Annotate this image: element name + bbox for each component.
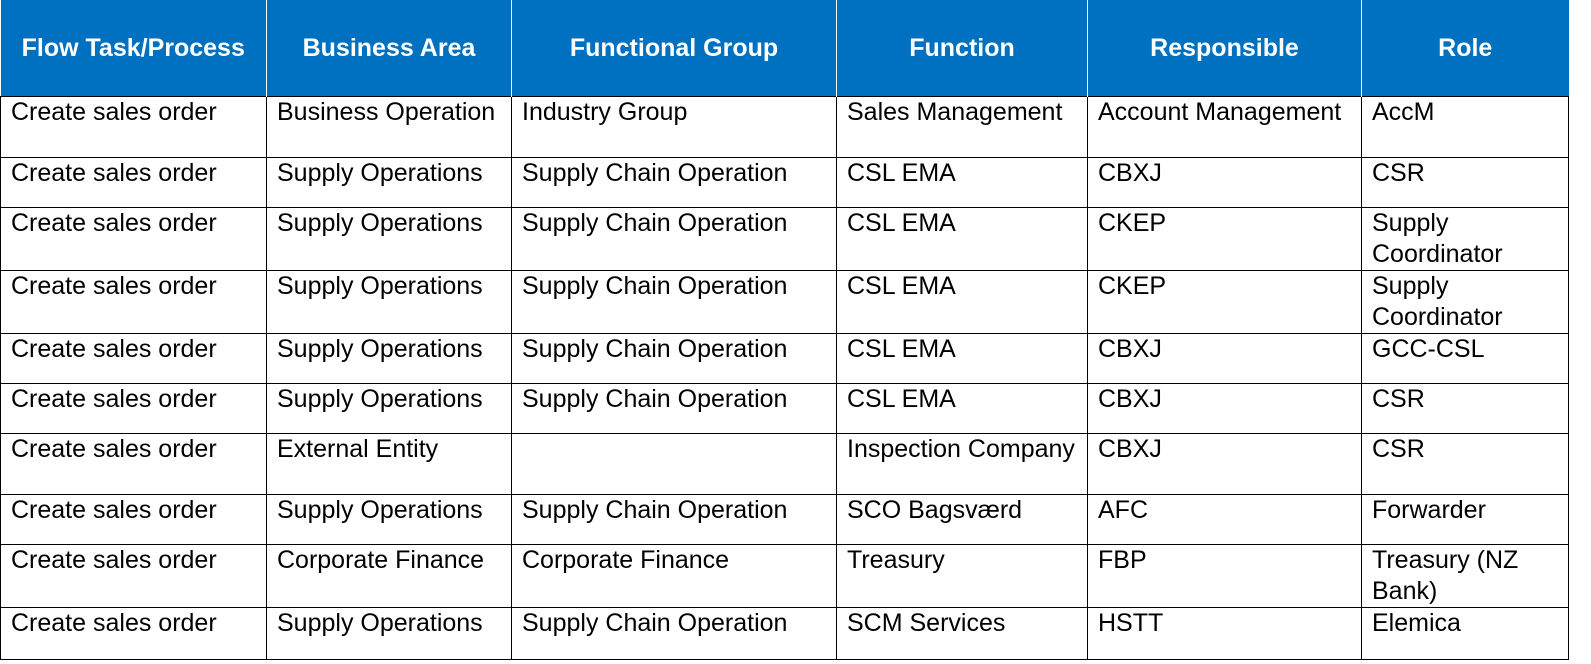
cell-functional-group: Supply Chain Operation: [511, 207, 837, 271]
header-business-area: Business Area: [266, 0, 512, 97]
cell-function: CSL EMA: [836, 270, 1088, 334]
table-row: Create sales order Supply Operations Sup…: [0, 607, 1569, 660]
cell-responsible: CKEP: [1087, 270, 1362, 334]
cell-responsible: CBXJ: [1087, 383, 1362, 434]
cell-business-area: Supply Operations: [266, 270, 512, 334]
table-row: Create sales order Business Operation In…: [0, 96, 1569, 158]
cell-flow-task: Create sales order: [0, 96, 267, 158]
cell-role: Elemica: [1361, 607, 1569, 660]
cell-flow-task: Create sales order: [0, 433, 267, 495]
cell-business-area: Business Operation: [266, 96, 512, 158]
cell-functional-group: Supply Chain Operation: [511, 494, 837, 545]
table-row: Create sales order Supply Operations Sup…: [0, 494, 1569, 545]
cell-function: CSL EMA: [836, 383, 1088, 434]
cell-functional-group: Supply Chain Operation: [511, 383, 837, 434]
header-function: Function: [836, 0, 1088, 97]
cell-function: Treasury: [836, 544, 1088, 608]
cell-responsible: CBXJ: [1087, 333, 1362, 384]
header-functional-group: Functional Group: [511, 0, 837, 97]
cell-function: Inspection Company: [836, 433, 1088, 495]
table-body: Create sales order Business Operation In…: [0, 96, 1569, 660]
cell-business-area: Corporate Finance: [266, 544, 512, 608]
cell-role: CSR: [1361, 383, 1569, 434]
cell-responsible: FBP: [1087, 544, 1362, 608]
table-row: Create sales order External Entity Inspe…: [0, 433, 1569, 495]
cell-functional-group: [511, 433, 837, 495]
cell-flow-task: Create sales order: [0, 270, 267, 334]
table-header: Flow Task/Process Business Area Function…: [0, 0, 1569, 97]
cell-business-area: Supply Operations: [266, 494, 512, 545]
cell-role: AccM: [1361, 96, 1569, 158]
cell-flow-task: Create sales order: [0, 207, 267, 271]
header-flow-task: Flow Task/Process: [0, 0, 267, 97]
cell-role: CSR: [1361, 433, 1569, 495]
cell-role: Treasury (NZ Bank): [1361, 544, 1569, 608]
table-row: Create sales order Supply Operations Sup…: [0, 333, 1569, 384]
cell-role: GCC-CSL: [1361, 333, 1569, 384]
cell-business-area: External Entity: [266, 433, 512, 495]
cell-responsible: CBXJ: [1087, 157, 1362, 208]
cell-functional-group: Supply Chain Operation: [511, 333, 837, 384]
cell-functional-group: Corporate Finance: [511, 544, 837, 608]
cell-flow-task: Create sales order: [0, 607, 267, 660]
cell-flow-task: Create sales order: [0, 383, 267, 434]
cell-function: SCM Services: [836, 607, 1088, 660]
cell-role: Forwarder: [1361, 494, 1569, 545]
cell-flow-task: Create sales order: [0, 494, 267, 545]
cell-flow-task: Create sales order: [0, 333, 267, 384]
table-row: Create sales order Supply Operations Sup…: [0, 207, 1569, 271]
cell-functional-group: Supply Chain Operation: [511, 607, 837, 660]
cell-responsible: CKEP: [1087, 207, 1362, 271]
cell-function: CSL EMA: [836, 207, 1088, 271]
header-role: Role: [1361, 0, 1569, 97]
cell-role: CSR: [1361, 157, 1569, 208]
cell-responsible: HSTT: [1087, 607, 1362, 660]
table-row: Create sales order Supply Operations Sup…: [0, 270, 1569, 334]
cell-functional-group: Supply Chain Operation: [511, 157, 837, 208]
header-responsible: Responsible: [1087, 0, 1362, 97]
cell-function: Sales Management: [836, 96, 1088, 158]
table-row: Create sales order Supply Operations Sup…: [0, 157, 1569, 208]
cell-responsible: Account Management: [1087, 96, 1362, 158]
cell-functional-group: Supply Chain Operation: [511, 270, 837, 334]
cell-functional-group: Industry Group: [511, 96, 837, 158]
table-row: Create sales order Corporate Finance Cor…: [0, 544, 1569, 608]
cell-responsible: CBXJ: [1087, 433, 1362, 495]
cell-business-area: Supply Operations: [266, 157, 512, 208]
cell-business-area: Supply Operations: [266, 607, 512, 660]
table-row: Create sales order Supply Operations Sup…: [0, 383, 1569, 434]
cell-role: Supply Coordinator: [1361, 207, 1569, 271]
cell-function: CSL EMA: [836, 157, 1088, 208]
cell-flow-task: Create sales order: [0, 157, 267, 208]
cell-flow-task: Create sales order: [0, 544, 267, 608]
cell-business-area: Supply Operations: [266, 383, 512, 434]
cell-role: Supply Coordinator: [1361, 270, 1569, 334]
cell-business-area: Supply Operations: [266, 333, 512, 384]
cell-function: CSL EMA: [836, 333, 1088, 384]
cell-function: SCO Bagsværd: [836, 494, 1088, 545]
cell-responsible: AFC: [1087, 494, 1362, 545]
header-row: Flow Task/Process Business Area Function…: [0, 0, 1569, 97]
cell-business-area: Supply Operations: [266, 207, 512, 271]
